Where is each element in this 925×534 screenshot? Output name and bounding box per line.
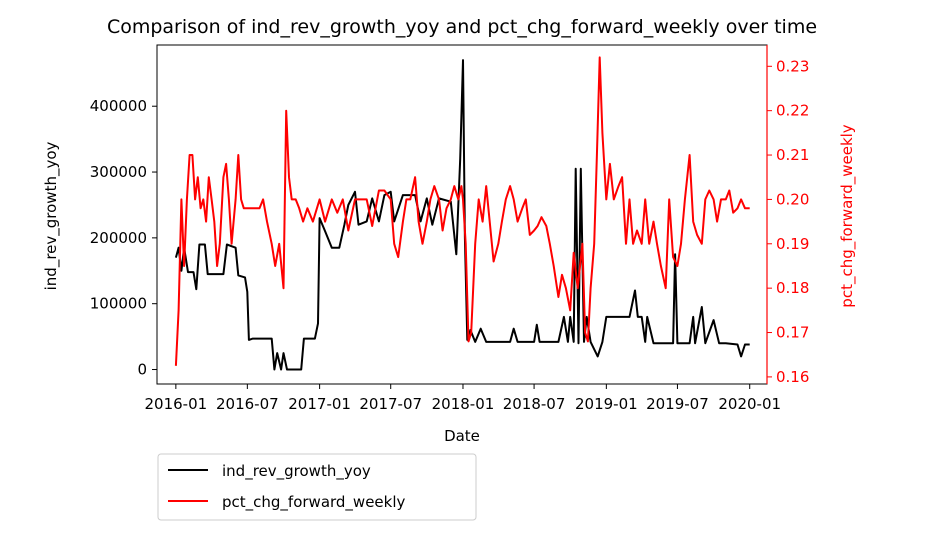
- series-layer: [174, 56, 750, 371]
- y-right-tick-label: 0.18: [776, 279, 809, 297]
- x-tick-label: 2016-07: [216, 395, 279, 413]
- chart-title: Comparison of ind_rev_growth_yoy and pct…: [107, 16, 817, 38]
- y-left-tick-label: 400000: [90, 97, 147, 115]
- y-right-tick-label: 0.22: [776, 102, 809, 120]
- y-right-tick-label: 0.19: [776, 235, 809, 253]
- y-left-tick-label: 100000: [90, 295, 147, 313]
- series-line-pct-chg-forward-weekly: [174, 56, 750, 366]
- y-left-tick-label: 300000: [90, 163, 147, 181]
- x-tick-label: 2019-01: [575, 395, 638, 413]
- y-axis-right-title: pct_chg_forward_weekly: [838, 124, 857, 308]
- x-tick-label: 2016-01: [145, 395, 208, 413]
- y-right-tick-label: 0.21: [776, 146, 809, 164]
- x-tick-label: 2017-07: [359, 395, 422, 413]
- y-right-tick-label: 0.23: [776, 57, 809, 75]
- legend-label-pct-chg-forward-weekly: pct_chg_forward_weekly: [222, 493, 406, 512]
- x-axis: 2016-01 2016-07 2017-01 2017-07 2018-01 2018-…: [145, 384, 781, 413]
- x-tick-label: 2019-07: [646, 395, 709, 413]
- series-line-ind-rev-growth-yoy: [174, 59, 750, 371]
- x-tick-label: 2018-07: [503, 395, 566, 413]
- legend: ind_rev_growth_yoy pct_chg_forward_weekl…: [157, 453, 477, 521]
- y-right-tick-label: 0.17: [776, 324, 809, 342]
- y-right-tick-label: 0.20: [776, 190, 809, 208]
- x-tick-label: 2020-01: [718, 395, 781, 413]
- y-left-tick-label: 200000: [90, 229, 147, 247]
- x-tick-label: 2017-01: [288, 395, 351, 413]
- y-axis-right: 0.16 0.17 0.18 0.19 0.20 0.21 0.22 0.23: [766, 45, 809, 386]
- y-axis-left-title: ind_rev_growth_yoy: [42, 141, 61, 290]
- legend-label-ind-rev-growth-yoy: ind_rev_growth_yoy: [222, 462, 371, 481]
- x-tick-label: 2018-01: [432, 395, 495, 413]
- y-right-tick-label: 0.16: [776, 368, 809, 386]
- y-axis-left: 0 100000 200000 300000 400000: [90, 97, 157, 379]
- legend-frame: [157, 453, 477, 521]
- x-axis-title: Date: [444, 427, 480, 445]
- y-left-tick-label: 0: [137, 361, 147, 379]
